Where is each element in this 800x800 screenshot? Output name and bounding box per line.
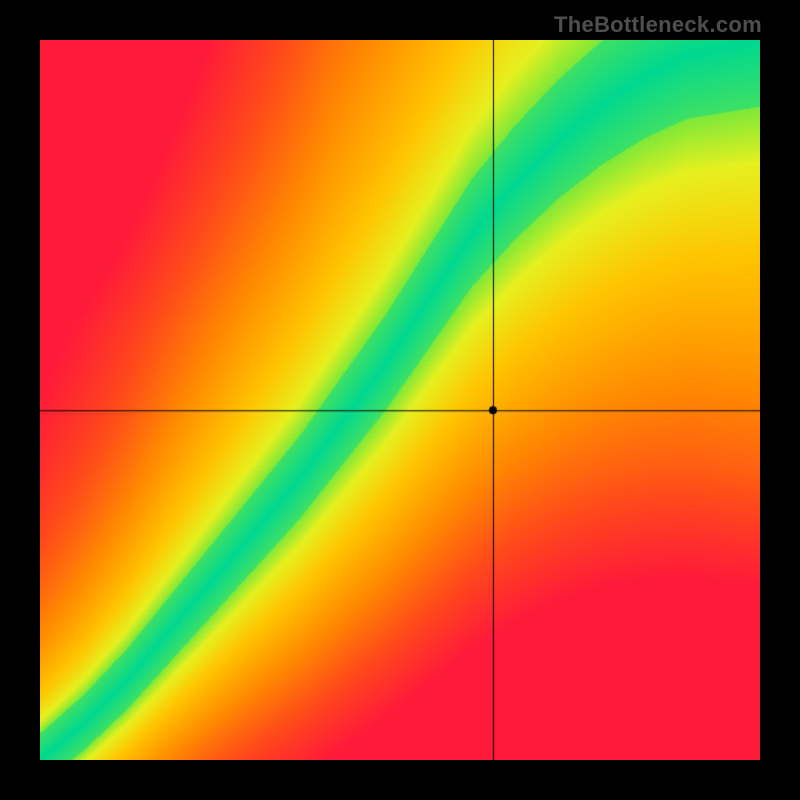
heatmap-canvas <box>40 40 760 760</box>
chart-container: TheBottleneck.com <box>0 0 800 800</box>
plot-area <box>40 40 760 760</box>
watermark-text: TheBottleneck.com <box>554 12 762 38</box>
